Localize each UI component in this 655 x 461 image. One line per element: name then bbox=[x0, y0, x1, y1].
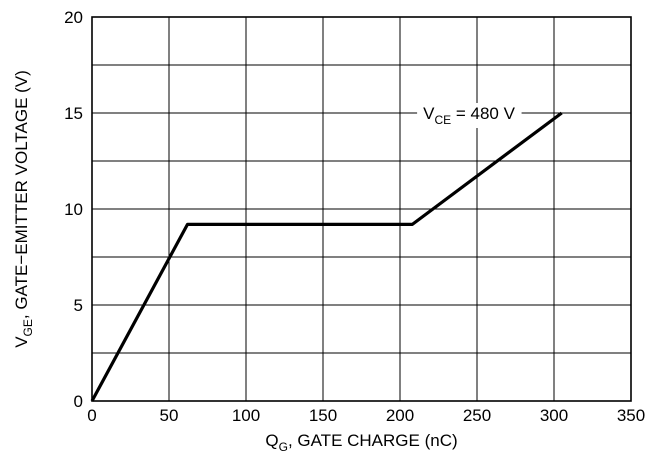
x-tick-label-5: 250 bbox=[463, 406, 491, 425]
series-layer bbox=[90, 111, 563, 402]
x-tick-label-6: 300 bbox=[540, 406, 568, 425]
y-axis-title: VGE, GATE−EMITTER VOLTAGE (V) bbox=[12, 70, 35, 348]
tick-labels: 0 50 100 150 200 250 300 350 0 5 10 15 20 bbox=[64, 8, 645, 425]
x-tick-label-0: 0 bbox=[87, 406, 96, 425]
grid bbox=[91, 16, 632, 402]
y-tick-label-1: 5 bbox=[74, 296, 83, 315]
x-tick-label-7: 350 bbox=[617, 406, 645, 425]
y-tick-label-3: 15 bbox=[64, 104, 83, 123]
x-tick-label-2: 100 bbox=[232, 406, 260, 425]
plot-frame bbox=[91, 16, 632, 402]
x-tick-label-3: 150 bbox=[309, 406, 337, 425]
annotation-layer: VCE = 480 V bbox=[417, 103, 522, 128]
series-line-0 bbox=[90, 111, 563, 402]
y-tick-label-2: 10 bbox=[64, 200, 83, 219]
annotation-0: VCE = 480 V bbox=[423, 104, 515, 127]
x-tick-label-4: 200 bbox=[386, 406, 414, 425]
x-tick-label-1: 50 bbox=[160, 406, 179, 425]
x-axis-title: QG, GATE CHARGE (nC) bbox=[265, 431, 457, 454]
y-tick-label-4: 20 bbox=[64, 8, 83, 27]
annotation-background bbox=[417, 103, 522, 128]
axis-titles: QG, GATE CHARGE (nC) VGE, GATE−EMITTER VO… bbox=[12, 70, 458, 454]
y-tick-label-0: 0 bbox=[74, 392, 83, 411]
